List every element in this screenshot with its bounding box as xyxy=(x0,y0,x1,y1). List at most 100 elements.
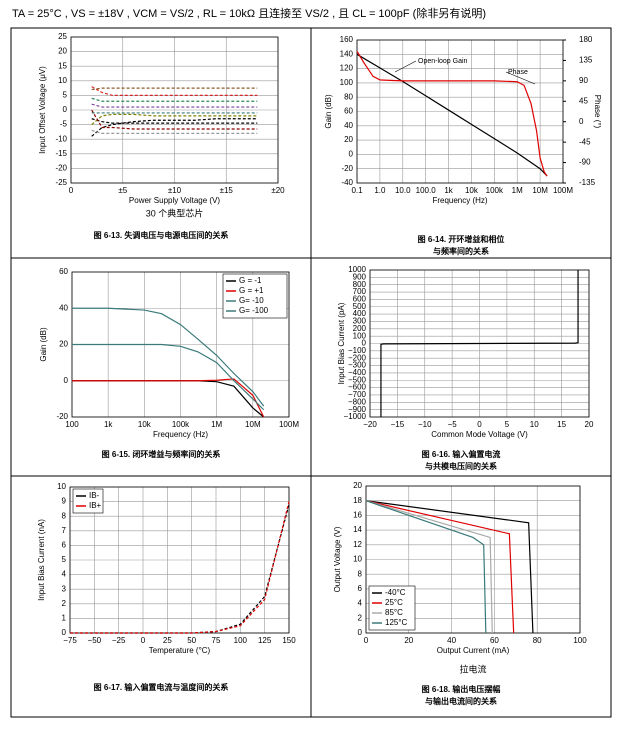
legend-label: IB- xyxy=(89,491,100,500)
x-tick-label: 125 xyxy=(258,636,272,645)
series-line xyxy=(91,118,258,124)
y-tick-label: -5 xyxy=(60,120,68,129)
x-tick-label: ±15 xyxy=(220,186,234,195)
x-axis-label: Common Mode Voltage (V) xyxy=(431,430,528,439)
y2-tick-label: 45 xyxy=(579,96,588,105)
y-tick-label: 600 xyxy=(353,295,367,304)
plot-frame xyxy=(365,485,581,634)
y-tick-label: −400 xyxy=(348,368,367,377)
x-tick-label: 100k xyxy=(172,420,190,429)
x-tick-label: −5 xyxy=(448,420,458,429)
y-tick-label: 20 xyxy=(344,135,353,144)
x-axis-label: Output Current (mA) xyxy=(437,646,510,655)
y-tick-label: 120 xyxy=(340,64,354,73)
x-tick-label: 0 xyxy=(477,420,482,429)
y-tick-label: 20 xyxy=(353,481,362,490)
y-tick-label: −600 xyxy=(348,383,367,392)
y-tick-label: 2 xyxy=(62,599,67,608)
y-tick-label: 40 xyxy=(59,303,68,312)
y-tick-label: 9 xyxy=(62,497,67,506)
x-tick-label: 5 xyxy=(505,420,510,429)
y-tick-label: 500 xyxy=(353,302,367,311)
series-line xyxy=(72,307,265,407)
caption: 图 6-13. 失调电压与电源电压间的关系 xyxy=(94,230,229,240)
x-tick-label: 100 xyxy=(65,420,79,429)
x-tick-label: ±20 xyxy=(271,186,285,195)
x-tick-label: 15 xyxy=(557,420,566,429)
y-axis-label: Input Bias Current (pA) xyxy=(337,302,346,384)
series-line xyxy=(70,504,290,634)
legend-label: G= -100 xyxy=(239,306,269,315)
x-axis-label: Power Supply Voltage (V) xyxy=(129,196,220,205)
y2-tick-label: -45 xyxy=(579,137,591,146)
y-tick-label: 5 xyxy=(62,555,67,564)
legend-label: -40°C xyxy=(385,588,406,597)
series-line xyxy=(72,380,265,418)
x-tick-label: 10 xyxy=(530,420,539,429)
series-line xyxy=(356,51,548,177)
y-tick-label: 10 xyxy=(353,555,362,564)
series-line xyxy=(91,109,258,130)
y-tick-label: 14 xyxy=(353,525,362,534)
x-tick-label: 10k xyxy=(465,186,479,195)
series-line xyxy=(365,500,493,634)
y-axis-label: Input Bias Current (nA) xyxy=(37,519,46,601)
caption: 与输出电流间的关系 xyxy=(425,696,497,706)
y-axis-label: Gain (dB) xyxy=(324,94,333,129)
y-tick-label: 5 xyxy=(63,91,68,100)
x-tick-label: 100.0 xyxy=(416,186,437,195)
y-tick-label: −100 xyxy=(348,346,367,355)
y-tick-label: 0 xyxy=(63,105,68,114)
x-tick-label: −50 xyxy=(88,636,102,645)
y-tick-label: −200 xyxy=(348,353,367,362)
y-tick-label: -25 xyxy=(55,178,67,187)
plot-frame xyxy=(70,36,279,184)
caption: 图 6-15. 闭环增益与频率间的关系 xyxy=(102,449,221,459)
x-tick-label: 100M xyxy=(279,420,299,429)
x-tick-label: −25 xyxy=(112,636,126,645)
y-tick-label: 4 xyxy=(62,570,67,579)
x-tick-label: 10k xyxy=(138,420,152,429)
y-tick-label: 10 xyxy=(58,76,67,85)
y-tick-label: 18 xyxy=(353,496,362,505)
x-tick-label: 0 xyxy=(364,636,369,645)
series-line xyxy=(365,500,487,634)
series-line xyxy=(70,501,290,634)
series-line xyxy=(91,129,258,134)
y-tick-label: 12 xyxy=(353,540,362,549)
caption: 与共模电压间的关系 xyxy=(425,461,497,471)
y-tick-label: −900 xyxy=(348,405,367,414)
y-tick-label: 100 xyxy=(353,331,367,340)
y2-axis-label: Phase (°) xyxy=(593,95,602,129)
y-tick-label: 100 xyxy=(340,78,354,87)
y-tick-label: 25 xyxy=(58,32,67,41)
x-tick-label: 1k xyxy=(444,186,453,195)
caption: 图 6-14. 开环增益和相位 xyxy=(418,234,505,244)
y-tick-label: 60 xyxy=(59,267,68,276)
x-tick-label: 10M xyxy=(245,420,261,429)
x-tick-label: ±10 xyxy=(168,186,182,195)
x-tick-label: ±5 xyxy=(118,186,127,195)
x-tick-label: 1.0 xyxy=(374,186,386,195)
y-tick-label: 0 xyxy=(64,376,69,385)
x-tick-label: −10 xyxy=(418,420,432,429)
series-line xyxy=(91,86,258,96)
y-tick-label: −800 xyxy=(348,397,367,406)
y2-tick-label: 90 xyxy=(579,76,588,85)
series-line xyxy=(91,103,258,108)
y-tick-label: 7 xyxy=(62,526,67,535)
y-tick-label: 10 xyxy=(57,482,66,491)
y-tick-label: -40 xyxy=(341,178,353,187)
y-tick-label: 4 xyxy=(358,599,363,608)
subtitle: 拉电流 xyxy=(459,663,486,674)
y-tick-label: -20 xyxy=(56,412,68,421)
x-tick-label: 10.0 xyxy=(395,186,411,195)
series-line xyxy=(91,97,258,102)
y-tick-label: -20 xyxy=(55,164,67,173)
y2-tick-label: 180 xyxy=(579,35,593,44)
x-tick-label: −75 xyxy=(63,636,77,645)
y-tick-label: 700 xyxy=(353,287,367,296)
y2-tick-label: 135 xyxy=(579,56,593,65)
x-axis-label: Temperature (°C) xyxy=(149,646,211,655)
x-tick-label: −20 xyxy=(363,420,377,429)
